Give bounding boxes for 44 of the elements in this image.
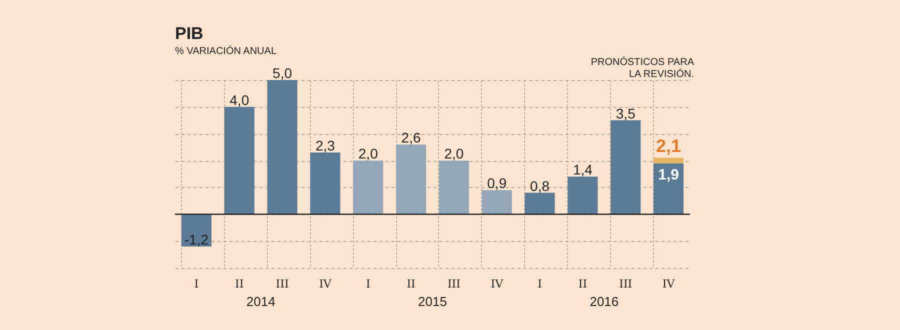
bar	[353, 160, 384, 214]
data-label: 2,6	[401, 129, 421, 146]
x-tick-label: I	[194, 278, 199, 290]
x-tick-label: IV	[662, 278, 676, 290]
annotation: PRONÓSTICOS PARA LA REVISIÓN.	[590, 56, 694, 80]
bar	[310, 152, 340, 214]
bar	[482, 190, 512, 214]
data-label: 1,9	[658, 166, 679, 184]
x-tick-label: IV	[490, 278, 504, 290]
text: 2016	[590, 294, 619, 309]
text: 2015	[418, 294, 447, 309]
data-label: 5,0	[272, 65, 292, 81]
data-label: -1,2	[184, 232, 209, 248]
bar	[610, 120, 641, 214]
chart-title: PIB	[175, 24, 204, 43]
x-tick-label: I	[366, 278, 370, 290]
x-tick-label: IV	[319, 278, 332, 290]
chart-subtitle: % VARIACIÓN ANUAL	[175, 45, 277, 57]
data-label: 2,0	[358, 146, 378, 162]
data-label: 4,0	[230, 92, 250, 108]
text: 2014	[246, 294, 276, 309]
bar	[224, 106, 254, 214]
bar	[438, 160, 469, 214]
bar	[568, 176, 598, 214]
x-tick-label: II	[235, 278, 244, 290]
x-tick-label: I	[538, 278, 542, 290]
bar	[396, 144, 426, 214]
bar	[181, 214, 212, 247]
data-label: 0,8	[530, 178, 550, 194]
data-label: 2,3	[315, 138, 336, 154]
bar	[654, 163, 684, 214]
bar	[524, 192, 555, 214]
bar	[654, 158, 684, 164]
total-label: 2,1	[656, 136, 682, 156]
bar	[267, 80, 298, 214]
x-tick-label: II	[578, 278, 588, 290]
x-tick-label: II	[406, 278, 416, 290]
data-label: 0,9	[487, 175, 507, 192]
x-tick-label: III	[619, 278, 632, 290]
x-tick-label: III	[447, 278, 460, 290]
data-label: 1,4	[572, 162, 593, 178]
x-tick-label: III	[276, 278, 289, 290]
data-label: 2,0	[444, 146, 464, 162]
data-label: 3,5	[616, 105, 636, 122]
